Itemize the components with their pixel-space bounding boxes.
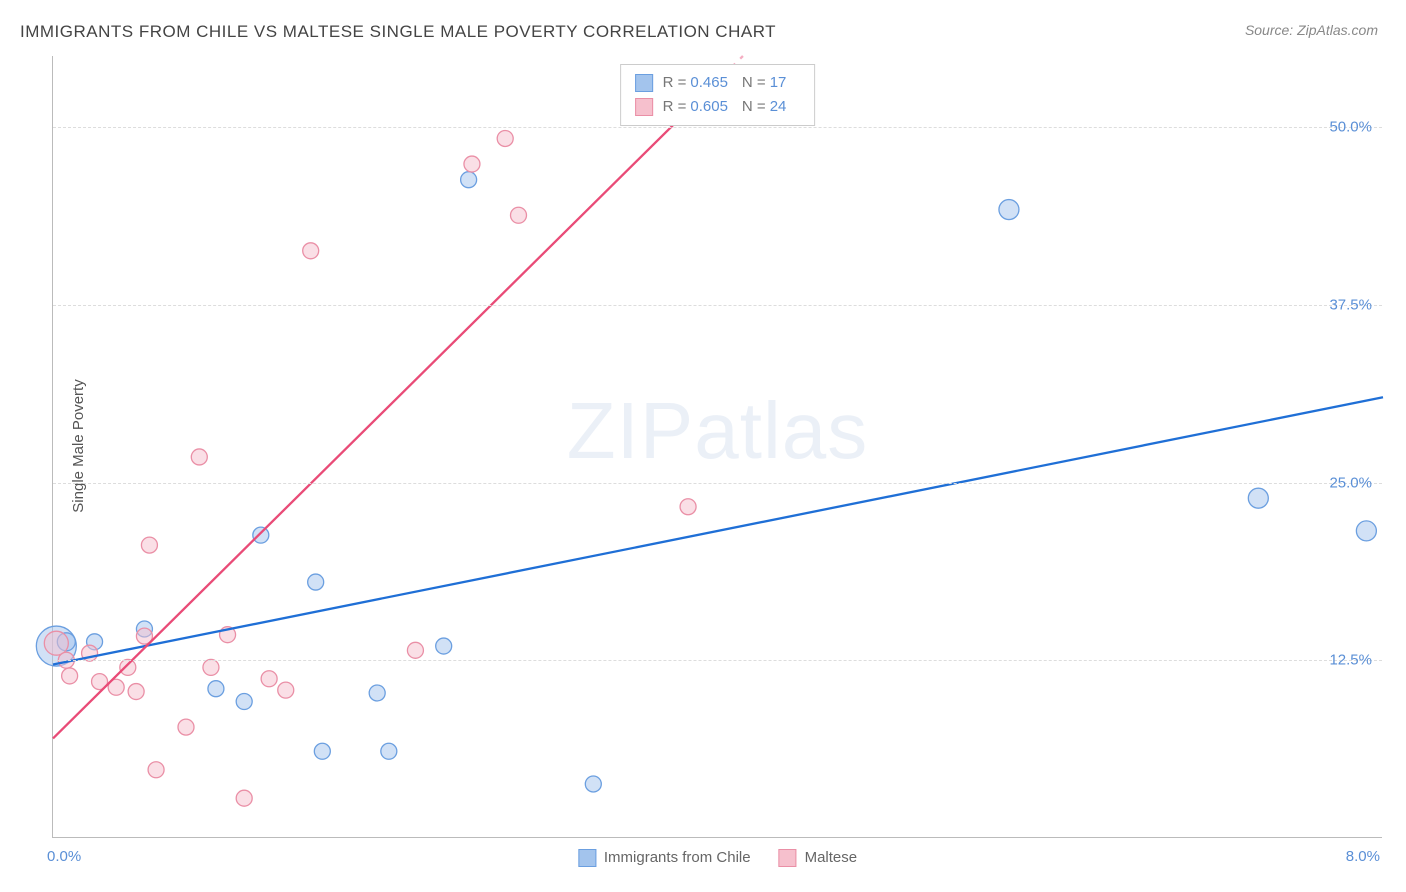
x-tick-right: 8.0% (1346, 848, 1380, 865)
y-tick-label: 37.5% (1329, 296, 1372, 313)
data-point (44, 631, 68, 655)
grid-line (53, 660, 1382, 661)
data-point (407, 642, 423, 658)
data-point (1248, 488, 1268, 508)
data-point (497, 130, 513, 146)
legend-item-chile: Immigrants from Chile (578, 849, 751, 867)
n-value-maltese: 24 (770, 98, 787, 115)
y-tick-label: 50.0% (1329, 119, 1372, 136)
data-point (208, 681, 224, 697)
series-legend: Immigrants from Chile Maltese (578, 849, 857, 867)
data-point (303, 243, 319, 259)
legend-row-chile: R =0.465N =17 (635, 71, 801, 95)
data-point (585, 776, 601, 792)
data-point (236, 694, 252, 710)
data-point (461, 172, 477, 188)
r-value-chile: 0.465 (690, 74, 728, 91)
legend-swatch-maltese (635, 98, 653, 116)
source-label: Source: ZipAtlas.com (1245, 22, 1378, 38)
y-tick-label: 12.5% (1329, 652, 1372, 669)
data-point (178, 719, 194, 735)
data-point (148, 762, 164, 778)
data-point (128, 684, 144, 700)
grid-line (53, 483, 1382, 484)
data-point (511, 207, 527, 223)
data-point (278, 682, 294, 698)
trend-line-chile (53, 397, 1383, 664)
data-point (253, 527, 269, 543)
y-tick-label: 25.0% (1329, 474, 1372, 491)
x-tick-left: 0.0% (47, 848, 81, 865)
data-point (464, 156, 480, 172)
grid-line (53, 305, 1382, 306)
data-point (62, 668, 78, 684)
r-value-maltese: 0.605 (690, 98, 728, 115)
chart-title: IMMIGRANTS FROM CHILE VS MALTESE SINGLE … (20, 22, 776, 42)
grid-line (53, 127, 1382, 128)
data-point (308, 574, 324, 590)
trend-line-maltese (53, 114, 685, 739)
legend-row-maltese: R =0.605N =24 (635, 95, 801, 119)
data-point (680, 499, 696, 515)
data-point (436, 638, 452, 654)
scatter-plot-svg (53, 56, 1382, 837)
n-value-chile: 17 (770, 74, 787, 91)
chart-plot-area: ZIPatlas R =0.465N =17 R =0.605N =24 Imm… (52, 56, 1382, 838)
data-point (999, 200, 1019, 220)
data-point (236, 790, 252, 806)
data-point (314, 743, 330, 759)
correlation-legend: R =0.465N =17 R =0.605N =24 (620, 64, 816, 126)
legend-swatch-chile (635, 74, 653, 92)
data-point (191, 449, 207, 465)
data-point (120, 659, 136, 675)
data-point (381, 743, 397, 759)
data-point (1356, 521, 1376, 541)
data-point (203, 659, 219, 675)
data-point (369, 685, 385, 701)
data-point (261, 671, 277, 687)
legend-item-maltese: Maltese (779, 849, 858, 867)
data-point (141, 537, 157, 553)
